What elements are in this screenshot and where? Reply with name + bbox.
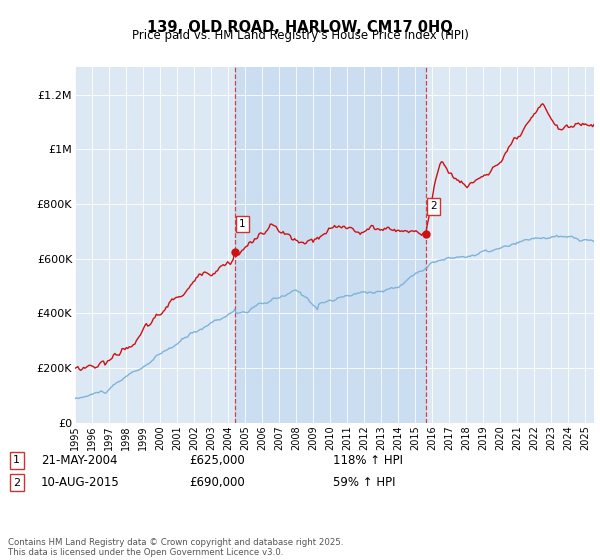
Text: 59% ↑ HPI: 59% ↑ HPI (333, 476, 395, 489)
Text: Price paid vs. HM Land Registry's House Price Index (HPI): Price paid vs. HM Land Registry's House … (131, 29, 469, 42)
Text: 1: 1 (13, 455, 20, 465)
Text: 2: 2 (13, 478, 20, 488)
Text: 10-AUG-2015: 10-AUG-2015 (41, 476, 119, 489)
Text: Contains HM Land Registry data © Crown copyright and database right 2025.
This d: Contains HM Land Registry data © Crown c… (8, 538, 343, 557)
Bar (235, 67, 426, 423)
Text: 139, OLD ROAD, HARLOW, CM17 0HQ: 139, OLD ROAD, HARLOW, CM17 0HQ (147, 20, 453, 35)
Text: £625,000: £625,000 (189, 454, 245, 467)
Text: 21-MAY-2004: 21-MAY-2004 (41, 454, 118, 467)
Text: £690,000: £690,000 (189, 476, 245, 489)
Text: 118% ↑ HPI: 118% ↑ HPI (333, 454, 403, 467)
Text: 1: 1 (239, 219, 245, 229)
Text: 2: 2 (430, 202, 437, 212)
